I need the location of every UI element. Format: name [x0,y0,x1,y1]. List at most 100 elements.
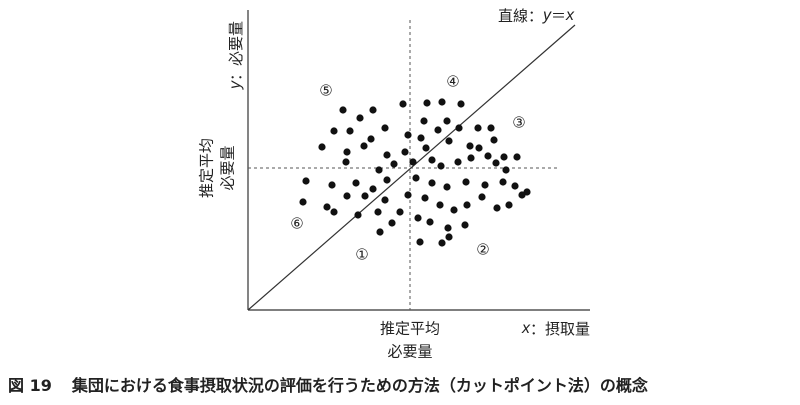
x-var: x [521,320,531,337]
dot [414,214,422,222]
dot [343,192,351,200]
x-axis-label: x：摂取量 [521,320,590,338]
region-label: ⑤ [319,82,332,100]
dot [354,211,362,219]
dot [381,196,389,204]
region-label: ④ [446,73,459,91]
dot [499,178,507,186]
dot [361,192,369,200]
dot [376,228,384,236]
dot [399,100,407,108]
dot [492,159,500,167]
dot [343,148,351,156]
dot [463,201,471,209]
dot [434,126,442,134]
dot [422,144,430,152]
dot [421,194,429,202]
dot [388,219,396,227]
dot [475,144,483,152]
dot [484,152,492,160]
y-axis-label: y：必要量 [227,21,245,90]
dot [436,201,444,209]
dot [466,142,474,150]
dot [437,162,445,170]
y-label: ：必要量 [227,21,245,81]
dot [445,233,453,241]
dot [404,131,412,139]
dot [342,158,350,166]
dot [302,177,310,185]
line-label-prefix: 直線： [498,7,543,25]
dot [369,185,377,193]
dot [390,160,398,168]
dots [299,98,531,247]
dot [490,136,498,144]
dot [381,124,389,132]
dot [518,191,526,199]
dot [383,176,391,184]
dot [412,174,420,182]
dot [481,181,489,189]
dot [493,204,501,212]
region-label: ② [476,241,489,259]
x-reference-label: 推定平均 [380,320,440,338]
dot [454,158,462,166]
y-reference-label: 推定平均 [198,138,216,198]
dot [330,208,338,216]
x-reference-label: 必要量 [387,343,432,361]
dot [450,206,458,214]
dot [383,151,391,159]
dot [417,134,425,142]
y-reference-label: 必要量 [219,145,237,190]
dot [404,191,412,199]
dot [511,182,519,190]
dot [502,166,510,174]
dot [428,156,436,164]
dot [455,124,463,132]
line-label-y: y [542,7,552,24]
dot [500,153,508,161]
y-var: y [227,80,244,90]
dot [360,142,368,150]
dot [374,208,382,216]
dot [346,127,354,135]
caption: 図 19 集団における食事摂取状況の評価を行うための方法（カットポイント法）の概念 [8,376,649,395]
dot [339,106,347,114]
dot [443,183,451,191]
x-label: ：摂取量 [530,320,590,338]
dot [356,114,364,122]
dot [396,208,404,216]
region-label: ⑥ [290,215,303,233]
dot [409,158,417,166]
dot [416,238,424,246]
dot [443,117,451,125]
dot [420,117,428,125]
dot [352,179,360,187]
dot [467,154,475,162]
dot [444,224,452,232]
dot [505,201,513,209]
caption-text: 集団における食事摂取状況の評価を行うための方法（カットポイント法）の概念 [71,376,649,395]
dot [438,98,446,106]
dot [462,178,470,186]
dot [401,148,409,156]
dot [474,124,482,132]
dot [318,143,326,151]
dot [426,218,434,226]
dot [330,127,338,135]
dot [513,153,521,161]
caption-number: 図 19 [8,376,52,395]
dot [445,137,453,145]
dot [461,221,469,229]
region-label: ③ [512,114,525,132]
region-label: ① [355,246,368,264]
line-label-x: x [565,7,575,24]
diagonal-line [247,24,576,311]
dot [323,203,331,211]
dot [457,100,465,108]
dot [369,106,377,114]
line-label: 直線：y＝x [498,7,575,25]
dot [487,124,495,132]
dot [367,135,375,143]
